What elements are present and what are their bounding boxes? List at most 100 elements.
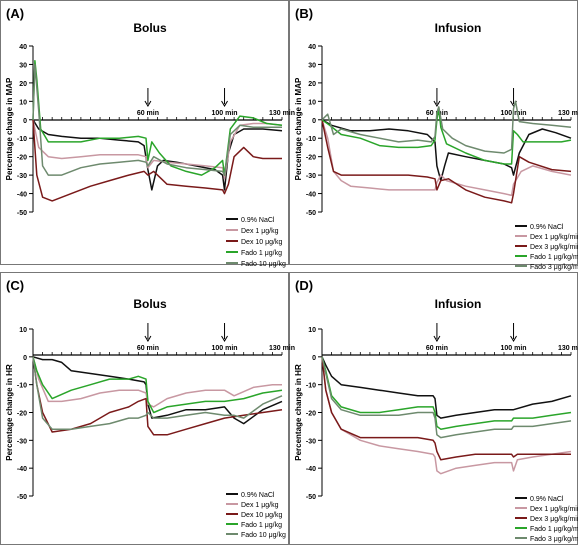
panel-a-annotation-60: 60 min: [137, 110, 159, 117]
panel-a-series-1: [32, 119, 283, 180]
panel-a-series-0: [32, 119, 283, 191]
panel-a-legend-label: Dex 10 μg/kg: [241, 239, 282, 246]
panel-a-end-label: 130 min: [269, 110, 295, 117]
panel-d-series-2: [321, 356, 571, 461]
panel-c-series-2: [32, 356, 283, 436]
panel-a-y-tick-label: 40: [19, 44, 27, 51]
panel-b-legend-label: Fado 3 μg/kg/min: [530, 264, 578, 271]
panel-c-y-tick-label: -40: [17, 466, 27, 473]
panel-d-arrow-head-100: [510, 335, 517, 342]
panel-a-y-tick-label: 10: [19, 99, 27, 106]
panel-d-y-tick-label: -10: [306, 383, 316, 390]
panel-b: (B) Infusion 40 30 20 10 0 -10 -20 -30 -40 -50 Perce…: [294, 6, 578, 271]
panel-c-y-axis-label: Percentage change in HR: [5, 364, 14, 461]
panel-c-legend-label: Fado 1 μg/kg: [241, 522, 282, 529]
panel-c-y-tick-label: -10: [17, 383, 27, 390]
panel-a-y-tick-label: 0: [23, 118, 27, 125]
panel-a-y-tick-label: -10: [17, 136, 27, 143]
panel-d-y-tick-label: 0: [312, 355, 316, 362]
panel-a-y-tick-label: -50: [17, 210, 27, 217]
panel-b-series-4: [321, 100, 572, 154]
panel-d-legend-label: Dex 3 μg/kg/min: [530, 516, 578, 523]
panel-a-series-4: [32, 63, 282, 176]
panel-c-y-tick-label: -20: [17, 411, 27, 418]
panel-a-legend-label: Fado 10 μg/kg: [241, 261, 286, 268]
panel-b-y-tick-label: 20: [308, 81, 316, 88]
panel-b-series-2: [321, 119, 572, 204]
panel-c-title: Bolus: [133, 297, 167, 311]
panel-b-y-tick-label: -10: [306, 136, 316, 143]
panel-b-y-tick-label: 40: [308, 44, 316, 51]
panel-a-arrow-head-60: [144, 100, 152, 107]
panel-b-arrow-head-60: [433, 100, 441, 107]
panel-b-legend-label: Fado 1 μg/kg/min: [530, 254, 578, 261]
panel-c-annotation-100: 100 min: [211, 345, 237, 352]
panel-a-y-tick-label: -30: [17, 173, 27, 180]
panel-b-y-tick-label: 10: [308, 99, 316, 106]
panel-d-y-axis-label: Percentage change in HR: [294, 364, 303, 461]
panel-b-y-tick-label: -40: [306, 192, 316, 199]
panel-d-series-1: [321, 356, 572, 475]
panel-b-y-tick-label: 0: [312, 118, 316, 125]
panel-d-series-3: [321, 356, 572, 430]
panel-b-y-tick-label: -50: [306, 210, 316, 217]
panel-a-legend-label: Dex 1 μg/kg: [241, 228, 279, 235]
panel-a-y-tick-label: -20: [17, 155, 27, 162]
panel-c-y-tick-label: -30: [17, 438, 27, 445]
panel-c-arrow-head-60: [144, 335, 152, 342]
panel-c-annotation-60: 60 min: [137, 345, 159, 352]
panel-d: (D) Infusion 10 0 -10 -20 -30 -40 -50 Percentage …: [294, 278, 578, 543]
panel-d-y-tick-label: -40: [306, 466, 316, 473]
panel-d-end-label: 130 min: [558, 345, 578, 352]
panel-a-label: (A): [6, 6, 24, 21]
panel-b-series-1: [321, 119, 572, 197]
panel-b-label: (B): [295, 6, 313, 21]
panel-b-end-label: 130 min: [558, 110, 578, 117]
panel-a-annotation-100: 100 min: [211, 110, 237, 117]
panel-b-title: Infusion: [435, 21, 482, 35]
panel-a-y-tick-label: 30: [19, 62, 27, 69]
panel-c-legend-label: 0.9% NaCl: [241, 492, 275, 499]
panel-c-legend-label: Dex 1 μg/kg: [241, 502, 279, 509]
panel-b-y-tick-label: 30: [308, 62, 316, 69]
panel-a-title: Bolus: [133, 21, 167, 35]
panel-b-legend-label: Dex 1 μg/kg/min: [530, 234, 578, 241]
panel-d-label: (D): [295, 278, 313, 293]
panel-c-series-3: [32, 356, 283, 414]
panel-b-legend-label: 0.9% NaCl: [530, 224, 564, 231]
panel-c-y-tick-label: 10: [19, 327, 27, 334]
panel-d-y-tick-label: -20: [306, 411, 316, 418]
panel-c-y-tick-label: 0: [23, 355, 27, 362]
panel-c-series-4: [32, 356, 283, 430]
panel-d-y-tick-label: -30: [306, 438, 316, 445]
panel-c-y-tick-label: -50: [17, 494, 27, 501]
panel-d-arrow-head-60: [433, 335, 441, 342]
panel-d-legend-label: Fado 3 μg/kg/min: [530, 536, 578, 543]
panel-a-series-3: [32, 60, 283, 176]
panel-d-y-tick-label: 10: [308, 327, 316, 334]
panel-c-arrow-head-100: [221, 335, 228, 342]
panel-c-end-label: 130 min: [269, 345, 295, 352]
panel-d-legend-label: 0.9% NaCl: [530, 496, 564, 503]
panel-a-y-tick-label: 20: [19, 81, 27, 88]
panel-a-y-tick-label: -40: [17, 192, 27, 199]
panel-d-annotation-60: 60 min: [426, 345, 448, 352]
panel-a-y-axis-label: Percentage change in MAP: [5, 77, 14, 180]
panel-c-legend-label: Dex 10 μg/kg: [241, 512, 282, 519]
panel-d-series-0: [321, 356, 572, 419]
panel-a-frame: [0, 0, 289, 265]
panel-d-annotation-100: 100 min: [500, 345, 526, 352]
panel-a-legend-label: 0.9% NaCl: [241, 217, 275, 224]
panel-d-series-4: [321, 356, 572, 439]
panel-c-series-1: [32, 356, 282, 408]
panel-b-series-0: [321, 119, 572, 182]
panel-a-series-2: [32, 119, 282, 202]
panel-d-y-tick-label: -50: [306, 494, 316, 501]
panel-c: (C) Bolus 10 0 -10 -20 -30 -40 -50 Percentage cha…: [5, 278, 295, 539]
panel-a-legend-label: Fado 1 μg/kg: [241, 250, 282, 257]
panel-b-y-tick-label: -20: [306, 155, 316, 162]
panel-b-legend-label: Dex 3 μg/kg/min: [530, 244, 578, 251]
panel-b-y-axis-label: Percentage change in MAP: [294, 77, 303, 180]
panel-d-legend-label: Fado 1 μg/kg/min: [530, 526, 578, 533]
